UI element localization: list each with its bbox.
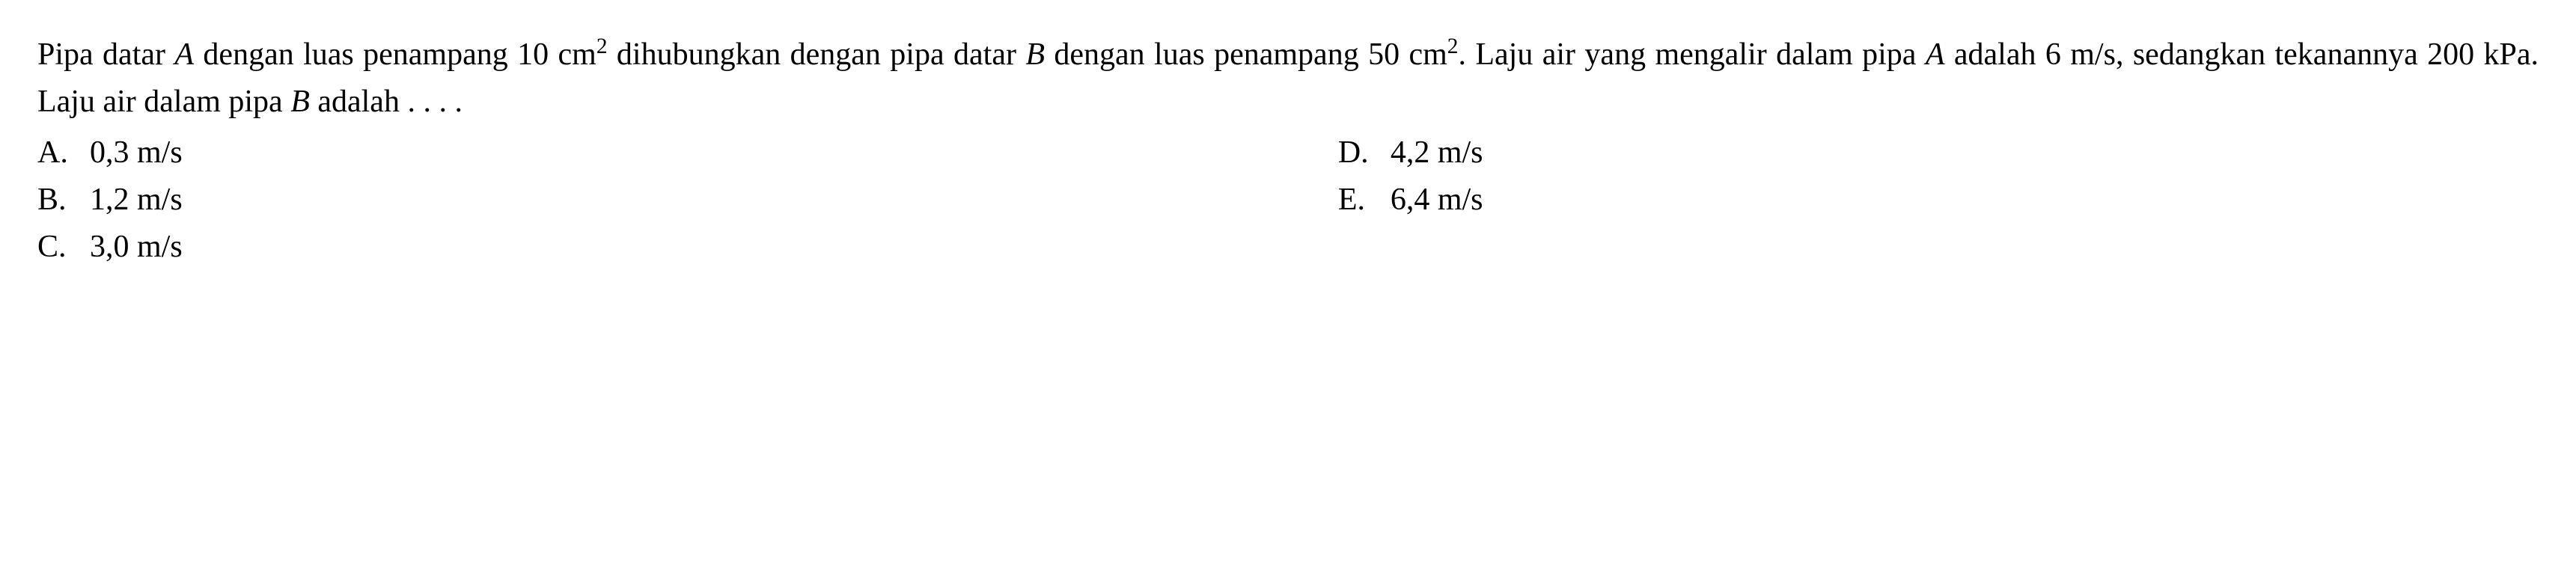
question-part-1: Pipa datar (37, 37, 174, 72)
option-value-B: 1,2 m/s (90, 177, 183, 224)
option-E: E. 6,4 m/s (1338, 177, 2539, 224)
option-letter-C: C. (37, 224, 90, 271)
question-part-2: dengan luas penampang 10 cm (194, 37, 596, 72)
variable-B2: B (290, 85, 310, 119)
superscript-1: 2 (596, 34, 608, 58)
option-C: C. 3,0 m/s (37, 224, 1338, 271)
option-value-A: 0,3 m/s (90, 129, 183, 177)
option-value-E: 6,4 m/s (1391, 177, 1483, 224)
options-container: A. 0,3 m/s B. 1,2 m/s C. 3,0 m/s D. 4,2 … (37, 129, 2539, 271)
option-B: B. 1,2 m/s (37, 177, 1338, 224)
variable-A2: A (1926, 37, 1945, 72)
question-text: Pipa datar A dengan luas penampang 10 cm… (37, 30, 2539, 126)
question-part-5: . Laju air yang mengalir dalam pipa (1459, 37, 1926, 72)
option-A: A. 0,3 m/s (37, 129, 1338, 177)
question-part-7: adalah . . . . (310, 85, 463, 119)
option-value-D: 4,2 m/s (1391, 129, 1483, 177)
superscript-2: 2 (1447, 34, 1459, 58)
option-value-C: 3,0 m/s (90, 224, 183, 271)
options-column-left: A. 0,3 m/s B. 1,2 m/s C. 3,0 m/s (37, 129, 1338, 271)
option-letter-D: D. (1338, 129, 1391, 177)
variable-A: A (174, 37, 194, 72)
option-letter-A: A. (37, 129, 90, 177)
options-column-right: D. 4,2 m/s E. 6,4 m/s (1338, 129, 2539, 271)
option-letter-E: E. (1338, 177, 1391, 224)
question-part-4: dengan luas penampang 50 cm (1045, 37, 1447, 72)
question-part-3: dihubungkan dengan pipa datar (608, 37, 1026, 72)
variable-B: B (1025, 37, 1045, 72)
option-D: D. 4,2 m/s (1338, 129, 2539, 177)
option-letter-B: B. (37, 177, 90, 224)
